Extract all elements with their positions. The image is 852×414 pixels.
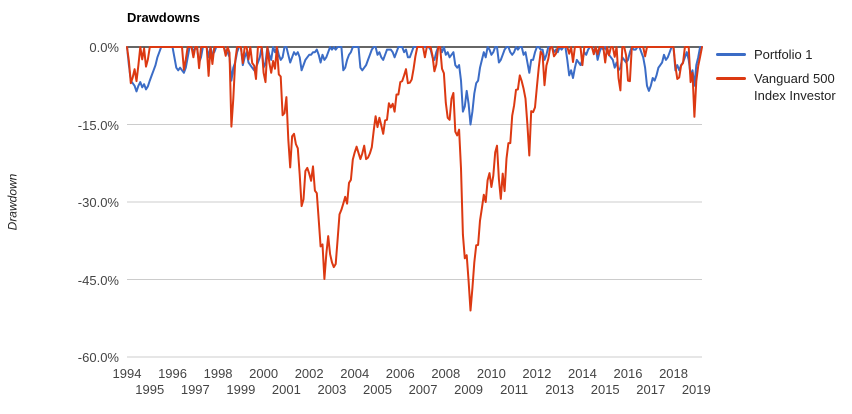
y-tick-label: 0.0%	[89, 40, 119, 55]
legend: Portfolio 1 Vanguard 500 Index Investor	[716, 46, 848, 111]
x-tick-label: 1994	[112, 366, 142, 381]
x-tick-label: 2002	[294, 366, 324, 381]
x-tick-label: 2006	[385, 366, 415, 381]
y-tick-label: -15.0%	[77, 117, 119, 133]
x-tick-label: 2017	[636, 382, 666, 397]
x-tick-label: 2012	[522, 366, 552, 381]
legend-label: Portfolio 1	[754, 47, 813, 62]
x-tick-label: 2013	[545, 382, 575, 397]
x-tick-label: 1999	[226, 382, 256, 397]
x-tick-label: 2011	[500, 382, 529, 397]
y-tick-label: -60.0%	[77, 350, 119, 365]
x-tick-label: 2009	[454, 382, 484, 397]
legend-line-swatch	[716, 53, 746, 56]
legend-item-vanguard-500: Vanguard 500 Index Investor	[716, 70, 848, 104]
x-tick-label: 2003	[317, 382, 347, 397]
x-tick-label: 2000	[249, 366, 279, 381]
x-tick-label: 1998	[203, 366, 233, 381]
x-tick-label: 2008	[431, 366, 461, 381]
legend-line-swatch	[716, 77, 746, 80]
x-tick-label: 2019	[681, 382, 711, 397]
x-tick-label: 2001	[271, 382, 301, 397]
x-tick-label: 1995	[135, 382, 165, 397]
x-tick-label: 2014	[567, 366, 597, 381]
x-tick-label: 2018	[659, 366, 688, 381]
legend-item-portfolio-1: Portfolio 1	[716, 46, 848, 63]
chart-title: Drawdowns	[127, 10, 200, 25]
legend-label: Vanguard 500 Index Investor	[754, 71, 836, 103]
x-tick-label: 2005	[363, 382, 392, 397]
y-tick-label: -45.0%	[77, 272, 119, 288]
x-tick-label: 2007	[408, 382, 438, 397]
y-tick-label: -30.0%	[77, 195, 119, 210]
x-tick-label: 2010	[476, 366, 506, 381]
x-tick-label: 1996	[158, 366, 187, 381]
x-tick-label: 2015	[590, 382, 620, 397]
x-tick-label: 2016	[613, 366, 643, 381]
x-tick-label: 1997	[180, 382, 210, 397]
x-tick-label: 2004	[340, 366, 370, 381]
